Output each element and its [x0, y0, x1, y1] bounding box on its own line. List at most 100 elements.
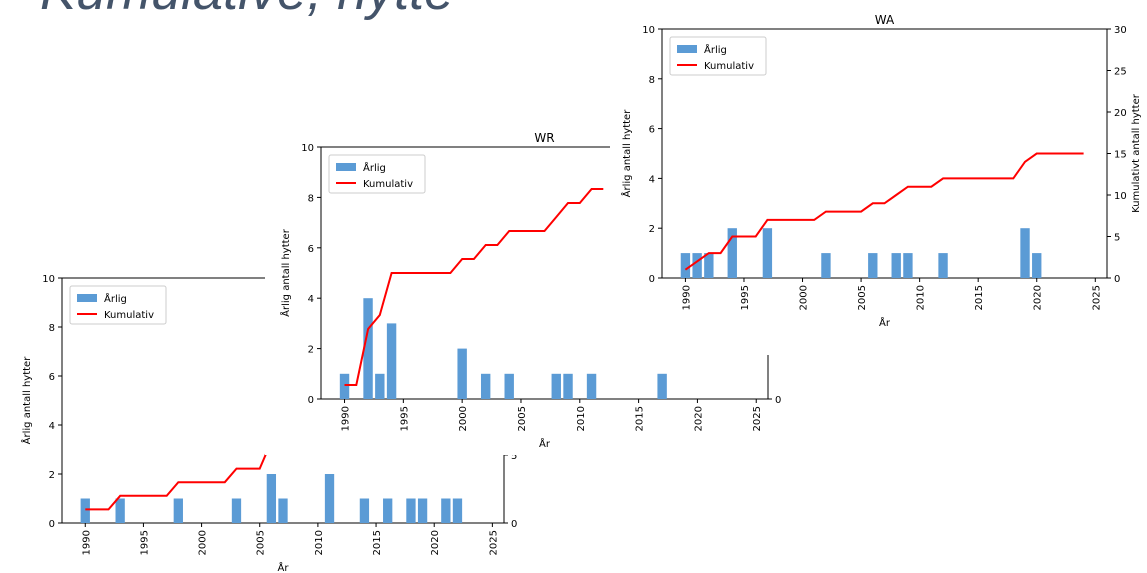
legend-label: Årlig — [704, 43, 727, 56]
y-tick-label: 6 — [49, 372, 55, 383]
bar — [278, 498, 288, 523]
bar — [417, 498, 428, 523]
bar — [363, 298, 373, 399]
cumulative-line — [684, 152, 1084, 271]
y-tick-label: 0 — [49, 519, 55, 530]
x-tick-label: 1990 — [681, 285, 692, 310]
x-tick-label: 2010 — [916, 285, 927, 310]
y2-tick-label: 10 — [1114, 191, 1127, 202]
y2-tick-label: 20 — [1114, 108, 1127, 119]
legend-swatch-bar — [77, 294, 97, 302]
legend-label: Årlig — [104, 292, 127, 305]
cumulative-line — [344, 188, 604, 386]
x-tick-label: 1995 — [740, 285, 751, 310]
bar — [359, 498, 370, 523]
x-tick-label: 2015 — [635, 406, 646, 431]
bar — [266, 474, 277, 523]
bar — [821, 253, 831, 278]
bar — [680, 253, 691, 278]
y2-tick-label: 25 — [1114, 67, 1127, 78]
y-tick-label: 0 — [308, 395, 314, 406]
bar — [173, 498, 183, 523]
x-tick-label: 1990 — [81, 530, 92, 555]
bar — [903, 253, 913, 278]
y2-tick-label: 0 — [775, 395, 781, 406]
bar — [457, 348, 467, 399]
bar — [115, 498, 125, 523]
y2-tick-label: 5 — [1114, 233, 1120, 244]
x-tick-label: 2020 — [430, 530, 441, 555]
y-axis-label: Årlig antall hytter — [20, 356, 33, 445]
bar — [704, 253, 714, 278]
bar — [504, 373, 514, 399]
bar — [891, 253, 901, 278]
chart-title: WA — [875, 13, 895, 27]
y-tick-label: 4 — [308, 294, 314, 305]
bar — [551, 373, 561, 399]
bar — [452, 498, 463, 523]
x-axis-label: År — [539, 437, 551, 450]
y-tick-label: 0 — [649, 274, 655, 285]
y-tick-label: 8 — [649, 75, 655, 86]
legend-swatch-bar — [677, 45, 697, 53]
bar — [586, 373, 597, 399]
y-tick-label: 8 — [308, 193, 314, 204]
chart-panel-wa: WA 0 2 4 6 8 10 1990 1995 2000 2005 2010 2015 2020 202… — [610, 10, 1145, 355]
bar — [762, 228, 773, 278]
legend-label: Kumulativ — [104, 310, 154, 321]
bar — [231, 498, 242, 523]
bar — [406, 498, 416, 523]
x-tick-label: 2015 — [372, 530, 383, 555]
y2-tick-label: 0 — [1114, 274, 1120, 285]
x-tick-label: 1995 — [399, 406, 410, 431]
y-tick-label: 4 — [649, 174, 655, 185]
x-tick-label: 2000 — [198, 530, 209, 555]
x-tick-label: 2020 — [693, 406, 704, 431]
legend-label: Kumulativ — [363, 179, 413, 190]
y-tick-label: 10 — [42, 274, 55, 285]
y2-tick-label: 15 — [1114, 150, 1127, 161]
y-tick-label: 2 — [649, 224, 655, 235]
y2-axis-label: Kumulativt antall hytter — [1131, 93, 1142, 213]
bar — [383, 498, 393, 523]
y-tick-label: 6 — [308, 244, 314, 255]
x-tick-label: 2025 — [488, 530, 499, 555]
x-tick-label: 2010 — [314, 530, 325, 555]
bar — [480, 373, 491, 399]
x-tick-label: 2005 — [256, 530, 267, 555]
x-tick-label: 2010 — [576, 406, 587, 431]
y-tick-label: 8 — [49, 323, 55, 334]
x-axis-label: År — [879, 316, 891, 329]
y-tick-label: 4 — [49, 421, 55, 432]
y-tick-label: 10 — [642, 25, 655, 36]
bar — [441, 498, 451, 523]
bar — [868, 253, 878, 278]
legend-label: Kumulativ — [704, 61, 754, 72]
x-tick-label: 1995 — [139, 530, 150, 555]
x-tick-label: 2025 — [752, 406, 763, 431]
y2-tick-label: 30 — [1114, 25, 1127, 36]
bar — [938, 253, 948, 278]
bar — [80, 498, 90, 523]
bar — [375, 373, 385, 399]
y-axis-label: Årlig antall hytter — [279, 228, 292, 317]
y-tick-label: 2 — [308, 345, 314, 356]
legend-label: Årlig — [363, 161, 386, 174]
bar — [727, 228, 737, 278]
chart-title: WR — [534, 131, 554, 145]
x-tick-label: 2000 — [799, 285, 810, 310]
bar — [657, 373, 667, 399]
bar — [1020, 228, 1030, 278]
y-axis-label: Årlig antall hytter — [620, 109, 633, 198]
x-tick-label: 1990 — [341, 406, 352, 431]
bar — [1032, 253, 1042, 278]
bar — [563, 373, 573, 399]
x-tick-label: 2000 — [458, 406, 469, 431]
x-tick-label: 2020 — [1033, 285, 1044, 310]
y2-tick-label: 5 — [511, 451, 517, 462]
x-tick-label: 2005 — [857, 285, 868, 310]
bar — [386, 323, 397, 399]
bar — [339, 373, 350, 399]
x-axis-label: År — [278, 561, 290, 573]
